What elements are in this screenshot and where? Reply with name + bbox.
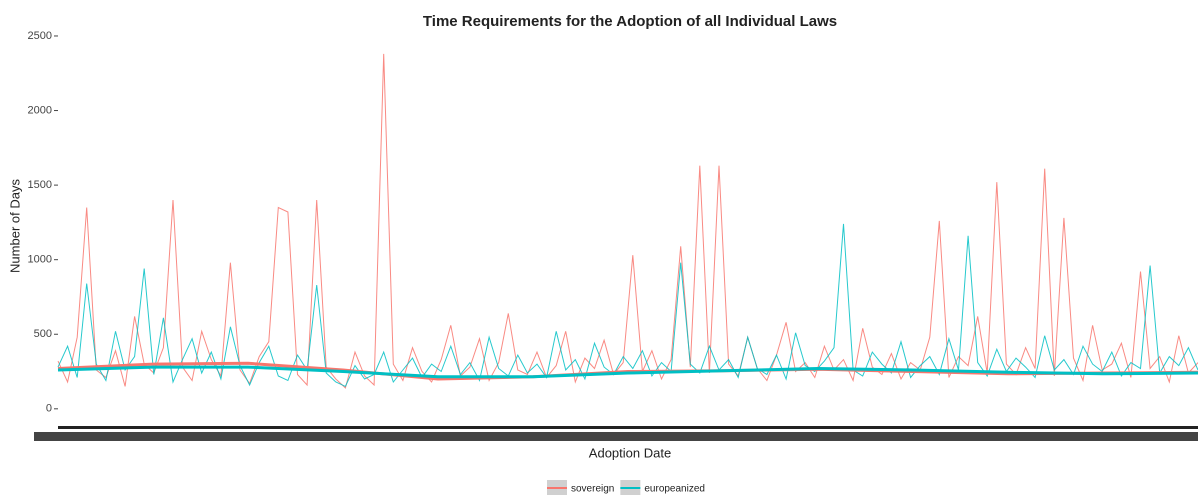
chart-title: Time Requirements for the Adoption of al… — [423, 13, 837, 30]
legend-label: sovereign — [571, 484, 614, 495]
y-tick-label: 2500 — [28, 30, 52, 42]
plot-area — [57, 53, 1198, 389]
series-line — [57, 223, 1198, 388]
y-axis-label: Number of Days — [7, 179, 22, 273]
y-tick-label: 500 — [34, 328, 52, 340]
x-axis-line — [58, 426, 1198, 429]
y-tick-label: 2000 — [28, 104, 52, 116]
smooth-line — [57, 365, 1198, 379]
legend-label: europeanized — [644, 484, 705, 495]
x-tick-band — [34, 432, 1198, 441]
series-line — [57, 53, 1198, 389]
legend: sovereign europeanized — [547, 480, 705, 495]
x-axis-label: Adoption Date — [589, 445, 671, 460]
y-tick-label: 1000 — [28, 254, 52, 266]
y-tick-label: 1500 — [28, 179, 52, 191]
y-tick-label: 0 — [46, 403, 52, 415]
